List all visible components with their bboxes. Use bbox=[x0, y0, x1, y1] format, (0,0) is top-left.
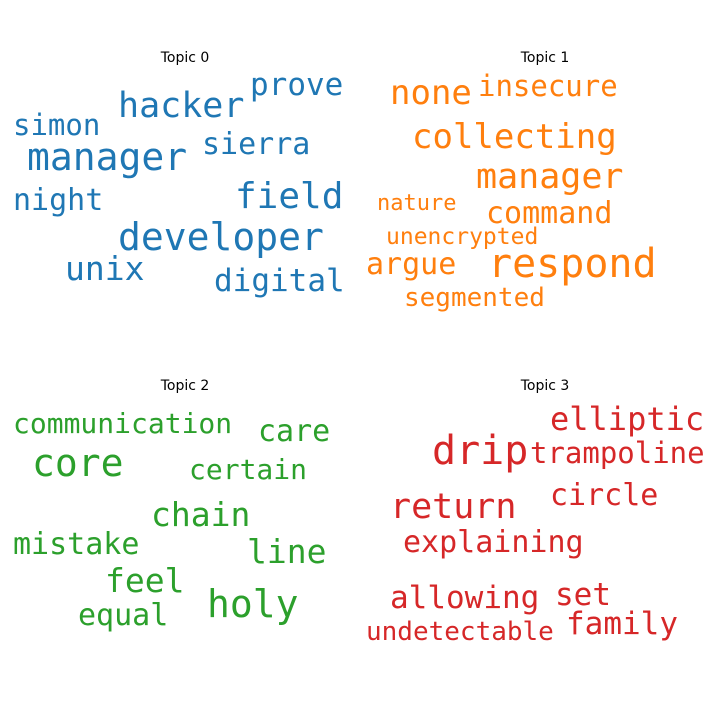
word-allowing: allowing bbox=[390, 580, 540, 616]
wordcloud-panel-topic-3: Topic 3 elliptic drip trampoline circle … bbox=[366, 328, 720, 658]
word-hacker: hacker bbox=[118, 86, 245, 126]
word-digital: digital bbox=[214, 263, 345, 299]
word-collecting: collecting bbox=[412, 117, 617, 157]
word-none: none bbox=[390, 73, 472, 113]
word-undetectable: undetectable bbox=[366, 617, 554, 647]
word-holy: holy bbox=[207, 582, 299, 626]
word-segmented: segmented bbox=[404, 283, 545, 313]
word-core: core bbox=[32, 441, 124, 485]
word-feel: feel bbox=[105, 561, 185, 600]
word-family: family bbox=[566, 606, 678, 642]
word-manager: manager bbox=[476, 157, 624, 197]
word-respond: respond bbox=[488, 241, 657, 287]
wordcloud-panel-topic-1: Topic 1 none insecure collecting manager… bbox=[366, 0, 720, 330]
word-care: care bbox=[258, 414, 331, 449]
word-insecure: insecure bbox=[478, 69, 618, 103]
word-command: command bbox=[486, 196, 613, 231]
word-return: return bbox=[390, 487, 517, 527]
word-set: set bbox=[555, 577, 611, 613]
word-circle: circle bbox=[550, 478, 659, 513]
word-line: line bbox=[247, 532, 327, 571]
word-communication: communication bbox=[13, 407, 233, 440]
word-drip: drip bbox=[432, 428, 529, 474]
wordcloud-panel-topic-2: Topic 2 communication care core certain … bbox=[10, 328, 360, 658]
word-developer: developer bbox=[118, 215, 324, 259]
word-unix: unix bbox=[65, 249, 145, 288]
word-simon: simon bbox=[13, 108, 101, 142]
word-nature: nature bbox=[377, 191, 457, 216]
word-elliptic: elliptic bbox=[550, 400, 705, 438]
word-chain: chain bbox=[151, 495, 251, 534]
wordcloud-panel-topic-0: Topic 0 prove hacker simon manager sierr… bbox=[10, 0, 360, 330]
word-certain: certain bbox=[189, 453, 308, 486]
panel-title: Topic 2 bbox=[160, 378, 210, 394]
word-manager: manager bbox=[27, 135, 188, 179]
word-unencrypted: unencrypted bbox=[386, 224, 539, 250]
panel-title: Topic 0 bbox=[160, 50, 210, 66]
word-night: night bbox=[13, 183, 104, 218]
panel-title: Topic 3 bbox=[520, 378, 570, 394]
word-sierra: sierra bbox=[202, 127, 311, 162]
word-prove: prove bbox=[250, 67, 344, 103]
word-field: field bbox=[235, 176, 344, 217]
panel-title: Topic 1 bbox=[520, 50, 570, 66]
word-mistake: mistake bbox=[13, 527, 140, 562]
word-explaining: explaining bbox=[403, 525, 584, 560]
word-trampoline: trampoline bbox=[530, 436, 705, 470]
word-equal: equal bbox=[78, 598, 169, 633]
word-argue: argue bbox=[366, 247, 457, 282]
